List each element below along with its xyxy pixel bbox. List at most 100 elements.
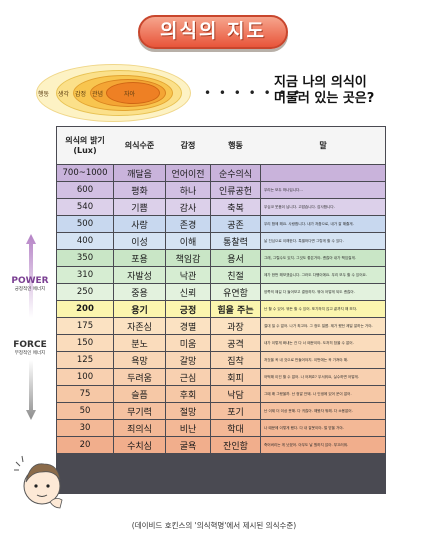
emotion-cell: 경멸: [166, 318, 210, 334]
table-row: 150 분노 미움 공격 내가 이렇게 화내는 건 다 너 때문이야. 도저히 참을 수…: [57, 335, 385, 351]
action-cell: 용서: [211, 250, 260, 266]
table-row: 125 욕망 갈망 집착 저것을 꼭 내 것으로 만들어야지. 이번에는 꼭 가져야 해…: [57, 352, 385, 368]
lux-cell: 175: [57, 318, 113, 334]
emotion-cell: 언어이전: [166, 165, 210, 181]
power-text: POWER: [11, 276, 49, 286]
header-state: 의식수준: [124, 140, 155, 150]
ring-center: [106, 82, 160, 104]
state-cell: 중용: [114, 284, 165, 300]
power-label: POWER 긍정적인 에너지: [4, 276, 56, 292]
emotion-cell: 후회: [166, 386, 210, 402]
action-cell: 친절: [211, 267, 260, 283]
emotion-cell: 낙관: [166, 267, 210, 283]
action-cell: 회피: [211, 369, 260, 385]
words-cell: 어떡해 이건 할 수 없어. 나 어쩌죠? 무서워요, 실수하면 어떻게.: [261, 369, 385, 385]
question-line: 머물러 있는 곳은?: [274, 91, 375, 106]
dots-separator: • • • • • • •: [204, 86, 303, 100]
words-cell: 양쪽의 얘길 다 들어보고 결정하자. 뭐야 어떻게 되도 괜찮아.: [261, 284, 385, 300]
emotion-cell: 근심: [166, 369, 210, 385]
emotion-cell: 긍정: [166, 301, 210, 317]
question-line: 지금 나의 의식이: [274, 75, 367, 90]
lux-cell: 250: [57, 284, 113, 300]
words-cell: 무심코 웃음이 납니다. 고맙습니다. 감사합니다.: [261, 199, 385, 215]
action-cell: 힘을 주는: [211, 301, 260, 317]
table-row: 20 수치심 굴욕 잔인함 죽어버리는 게 낫겠어. 아무도 날 원하지 않아. 부끄러…: [57, 437, 385, 453]
state-cell: 수치심: [114, 437, 165, 453]
state-cell: 사랑: [114, 216, 165, 232]
table-row: 700~1000 깨달음 언어이전 순수의식: [57, 165, 385, 181]
table-row: 500 사랑 존경 공존 우리 함께 해요. 사랑합니다. 내가 저줌으로, 내가 잘 …: [57, 216, 385, 232]
table-row: 75 슬픔 후회 낙담 그때 왜 그랬을까. 난 정말 안돼. 나 인생에 있어 운이 …: [57, 386, 385, 402]
words-cell: [261, 165, 385, 181]
state-cell: 슬픔: [114, 386, 165, 402]
ring-label: 행동: [38, 91, 50, 98]
state-cell: 욕망: [114, 352, 165, 368]
emotion-cell: 미움: [166, 335, 210, 351]
action-cell: 순수의식: [211, 165, 260, 181]
lux-cell: 400: [57, 233, 113, 249]
action-cell: 잔인함: [211, 437, 260, 453]
words-cell: 나 때문에 이렇게 됐다. 다 내 잘못이야. 벌 받을 거야.: [261, 420, 385, 436]
action-cell: 인류공헌: [211, 182, 260, 198]
title-banner: 의식의 지도: [138, 15, 288, 51]
header-emotion: 감정: [180, 140, 196, 150]
action-cell: 공존: [211, 216, 260, 232]
lux-cell: 540: [57, 199, 113, 215]
state-cell: 자발성: [114, 267, 165, 283]
ring-label: 감정: [75, 91, 87, 98]
words-cell: 우리는 모두 하나입니다...: [261, 182, 385, 198]
state-cell: 자존심: [114, 318, 165, 334]
action-cell: 축복: [211, 199, 260, 215]
emotion-cell: 갈망: [166, 352, 210, 368]
action-cell: 낙담: [211, 386, 260, 402]
state-cell: 깨달음: [114, 165, 165, 181]
action-cell: 과장: [211, 318, 260, 334]
force-label: FORCE 부정적인 에너지: [4, 340, 56, 356]
words-cell: 난 이제 더 이상 못해. 다 귀찮아. 해봤자 뭐해. 다 소용없어.: [261, 403, 385, 419]
table-row: 200 용기 긍정 힘을 주는 난 할 수 있어. 뭐든 할 수 있어. 포기하지 않고…: [57, 301, 385, 317]
table-row: 50 무기력 절망 포기 난 이제 더 이상 못해. 다 귀찮아. 해봤자 뭐해. 다 …: [57, 403, 385, 419]
down-arrow-icon: [26, 360, 36, 420]
force-text: FORCE: [13, 340, 47, 350]
action-cell: 집착: [211, 352, 260, 368]
action-cell: 공격: [211, 335, 260, 351]
state-cell: 기쁨: [114, 199, 165, 215]
table-row: 100 두려움 근심 회피 어떡해 이건 할 수 없어. 나 어쩌죠? 무서워요, 실수…: [57, 369, 385, 385]
emotion-cell: 하나: [166, 182, 210, 198]
lux-cell: 50: [57, 403, 113, 419]
state-cell: 죄의식: [114, 420, 165, 436]
emotion-cell: 감사: [166, 199, 210, 215]
state-cell: 평화: [114, 182, 165, 198]
lux-cell: 350: [57, 250, 113, 266]
emotion-cell: 책임감: [166, 250, 210, 266]
emotion-cell: 굴욕: [166, 437, 210, 453]
question-text: 지금 나의 의식이 머물러 있는 곳은?: [274, 75, 424, 107]
ring-label: 관념: [92, 91, 104, 98]
table-row: 30 죄의식 비난 학대 나 때문에 이렇게 됐다. 다 내 잘못이야. 벌 받을 거야…: [57, 420, 385, 436]
table-header: 의식의 밝기 (Lux) 의식수준 감정 행동 말: [57, 127, 385, 164]
emotion-cell: 절망: [166, 403, 210, 419]
words-cell: 절대 질 수 없어. 나가 최고야. 그 정도 일쯤. 제가 했던 제일 잘하는…: [261, 318, 385, 334]
page-title: 의식의 지도: [159, 20, 266, 42]
lux-cell: 75: [57, 386, 113, 402]
title-pill: [138, 15, 288, 49]
ring-label: 자아: [124, 91, 136, 98]
table-row: 600 평화 하나 인류공헌 우리는 모두 하나입니다...: [57, 182, 385, 198]
words-cell: 죽어버리는 게 낫겠어. 아무도 날 원하지 않아. 부끄러워.: [261, 437, 385, 453]
table-row: 350 포용 책임감 용서 그래, 그럴수도 있지. 그것도 좋은거야. 괜찮아 내가 …: [57, 250, 385, 266]
words-cell: 제가 한번 해보겠습니다. 그러도 다행이에요. 우리 모두 할 수 있어요.: [261, 267, 385, 283]
lux-cell: 600: [57, 182, 113, 198]
header-level: 의식의 밝기 (Lux): [65, 135, 105, 155]
lux-cell: 150: [57, 335, 113, 351]
lux-cell: 30: [57, 420, 113, 436]
force-sub: 부정적인 에너지: [14, 351, 46, 356]
table-row: 310 자발성 낙관 친절 제가 한번 해보겠습니다. 그러도 다행이에요. 우리 모두…: [57, 267, 385, 283]
ring-label: 생각: [58, 91, 70, 98]
emotion-cell: 존경: [166, 216, 210, 232]
lux-cell: 100: [57, 369, 113, 385]
power-sub: 긍정적인 에너지: [14, 287, 46, 292]
action-cell: 학대: [211, 420, 260, 436]
thinking-person-illustration: [14, 455, 63, 509]
table-row: 540 기쁨 감사 축복 무심코 웃음이 납니다. 고맙습니다. 감사합니다.: [57, 199, 385, 215]
state-cell: 두려움: [114, 369, 165, 385]
